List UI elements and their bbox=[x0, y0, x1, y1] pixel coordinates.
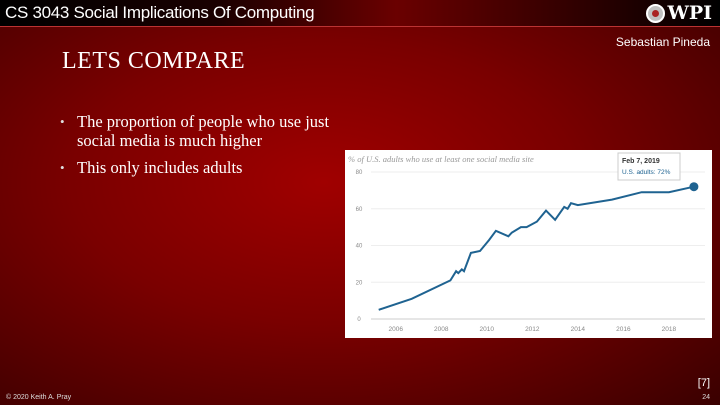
bullet-text: The proportion of people who use just so… bbox=[77, 112, 330, 150]
reference: [7] bbox=[697, 377, 710, 389]
slide-title: LETS COMPARE bbox=[62, 48, 246, 74]
bullet-item: This only includes adults bbox=[60, 158, 340, 177]
wpi-logo: WPI bbox=[646, 2, 712, 24]
y-tick-label: 60 bbox=[356, 207, 363, 213]
x-tick-label: 2006 bbox=[389, 326, 404, 333]
y-tick-label: 80 bbox=[356, 170, 363, 176]
x-tick-label: 2010 bbox=[480, 326, 495, 333]
header-bar: CS 3043 Social Implications Of Computing… bbox=[0, 0, 720, 27]
series-line bbox=[378, 185, 695, 311]
chart-title: % of U.S. adults who use at least one so… bbox=[348, 154, 534, 164]
tooltip-date: Feb 7, 2019 bbox=[622, 158, 660, 165]
tooltip-value: U.S. adults: 72% bbox=[622, 169, 671, 176]
bullet-list: The proportion of people who use just so… bbox=[60, 112, 340, 185]
copyright: © 2020 Keith A. Pray bbox=[6, 394, 72, 401]
y-tick-label: 40 bbox=[356, 244, 363, 250]
bullet-text: This only includes adults bbox=[77, 158, 243, 177]
logo-text: WPI bbox=[667, 2, 712, 24]
line-chart: % of U.S. adults who use at least one so… bbox=[348, 152, 705, 333]
tooltip-point[interactable] bbox=[689, 182, 699, 192]
bullet-item: The proportion of people who use just so… bbox=[60, 112, 340, 150]
y-tick-label: 0 bbox=[357, 317, 361, 323]
chart-image: % of U.S. adults who use at least one so… bbox=[345, 150, 712, 338]
x-tick-label: 2008 bbox=[434, 326, 449, 333]
tooltip: Feb 7, 2019 U.S. adults: 72% bbox=[617, 152, 681, 181]
x-tick-label: 2016 bbox=[616, 326, 631, 333]
x-tick-label: 2014 bbox=[571, 326, 586, 333]
seal-icon bbox=[646, 3, 666, 23]
author-name: Sebastian Pineda bbox=[615, 35, 710, 49]
y-tick-label: 20 bbox=[356, 280, 363, 286]
x-tick-label: 2012 bbox=[525, 326, 540, 333]
page-number: 24 bbox=[702, 394, 710, 401]
x-tick-label: 2018 bbox=[662, 326, 677, 333]
course-title: CS 3043 Social Implications Of Computing bbox=[5, 3, 315, 22]
